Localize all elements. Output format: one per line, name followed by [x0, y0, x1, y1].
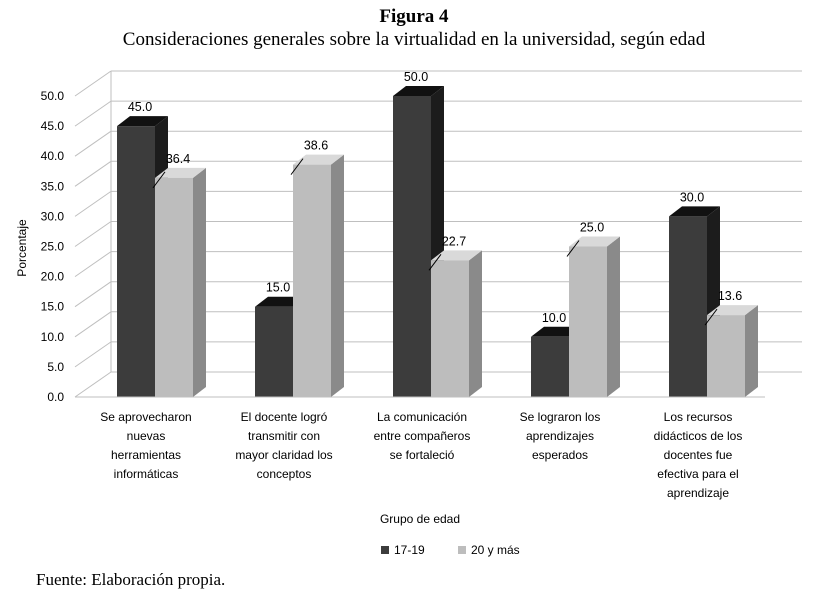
bar-side — [745, 305, 758, 397]
bar-chart: 0.0 5.0 10.0 15.0 20.0 25.0 30.0 35.0 40.0 45.0 50… — [15, 70, 802, 557]
bar — [293, 164, 331, 397]
figure-number: Figura 4 — [379, 6, 449, 27]
x-tick-label: La comunicación — [377, 410, 467, 424]
gridline-diagonal — [74, 251, 112, 278]
bar-top — [569, 236, 620, 247]
y-tick-label: 30.0 — [41, 209, 65, 223]
bar — [569, 246, 607, 397]
gridline-diagonal — [74, 341, 112, 368]
y-tick-label: 15.0 — [41, 300, 65, 314]
data-label: 45.0 — [128, 100, 152, 114]
legend-label: 17-19 — [394, 543, 425, 557]
bar — [707, 315, 745, 397]
bar-top — [155, 167, 206, 178]
gridline-diagonal — [74, 371, 112, 398]
x-tick-label: aprendizaje — [667, 486, 729, 500]
y-tick-label: 5.0 — [47, 360, 64, 374]
bar — [669, 216, 707, 397]
x-tick-label: esperados — [532, 448, 588, 462]
x-tick-label: efectiva para el — [657, 467, 738, 481]
x-tick-label: transmitir con — [248, 429, 320, 443]
data-label: 50.0 — [404, 70, 428, 84]
bar — [393, 96, 431, 397]
bar — [155, 177, 193, 397]
x-tick-label: entre compañeros — [374, 429, 471, 443]
gridline-diagonal — [74, 100, 112, 127]
x-tick-label: Se lograron los — [520, 410, 601, 424]
data-label-leader — [566, 240, 580, 257]
x-tick-label: Se aprovecharon — [100, 410, 191, 424]
data-label: 30.0 — [680, 190, 704, 204]
legend-swatch — [458, 546, 466, 554]
gridline-diagonal — [74, 281, 112, 308]
y-tick-label: 10.0 — [41, 330, 65, 344]
data-label: 22.7 — [442, 234, 466, 248]
y-tick-label: 40.0 — [41, 149, 65, 163]
gridline-diagonal — [74, 160, 112, 187]
data-label: 13.6 — [718, 289, 742, 303]
data-label-leader — [428, 254, 442, 271]
x-tick-label: docentes fue — [664, 448, 733, 462]
data-label-leader — [290, 158, 304, 175]
y-tick-label: 20.0 — [41, 270, 65, 284]
x-tick-label: Los recursos — [664, 410, 733, 424]
bar-side — [331, 154, 344, 397]
legend-swatch — [381, 546, 389, 554]
data-label: 36.4 — [166, 152, 190, 166]
bar-top — [293, 154, 344, 165]
y-tick-label: 45.0 — [41, 119, 65, 133]
bar-side — [193, 167, 206, 397]
bar-top — [117, 116, 168, 127]
bar-side — [469, 250, 482, 397]
bar — [531, 336, 569, 397]
x-tick-label: aprendizajes — [526, 429, 594, 443]
y-tick-label: 50.0 — [41, 89, 65, 103]
bar — [431, 260, 469, 397]
bar — [255, 306, 293, 397]
data-label: 15.0 — [266, 281, 290, 295]
x-tick-label: herramientas — [111, 448, 181, 462]
gridline-diagonal — [74, 70, 112, 97]
data-label: 25.0 — [580, 221, 604, 235]
data-label: 38.6 — [304, 139, 328, 153]
data-label: 10.0 — [542, 311, 566, 325]
figure-title: Consideraciones generales sobre la virtu… — [122, 29, 706, 50]
bar-side — [607, 236, 620, 397]
data-label-leader — [152, 171, 166, 189]
x-tick-label: nuevas — [127, 429, 166, 443]
gridline-diagonal — [74, 190, 112, 217]
y-tick-label: 25.0 — [41, 240, 65, 254]
x-tick-label: El docente logró — [241, 410, 328, 424]
figure-source: Fuente: Elaboración propia. — [36, 570, 226, 589]
x-tick-label: se fortaleció — [390, 448, 455, 462]
bar-top — [393, 86, 444, 96]
y-axis-title: Porcentaje — [15, 219, 29, 277]
bar-top — [669, 206, 720, 217]
x-axis-title: Grupo de edad — [380, 512, 460, 526]
x-tick-label: conceptos — [257, 467, 312, 481]
gridline-diagonal — [74, 311, 112, 338]
y-tick-label: 0.0 — [47, 390, 64, 404]
bar-top — [707, 305, 758, 316]
legend-label: 20 y más — [471, 543, 520, 557]
data-label-leader — [704, 308, 718, 326]
bar-top — [431, 250, 482, 261]
y-tick-label: 35.0 — [41, 179, 65, 193]
gridline-diagonal — [74, 221, 112, 247]
x-tick-label: mayor claridad los — [235, 448, 332, 462]
x-tick-label: didácticos de los — [654, 429, 743, 443]
gridline-diagonal — [74, 130, 112, 157]
bar — [117, 126, 155, 397]
x-tick-label: informáticas — [114, 467, 179, 481]
